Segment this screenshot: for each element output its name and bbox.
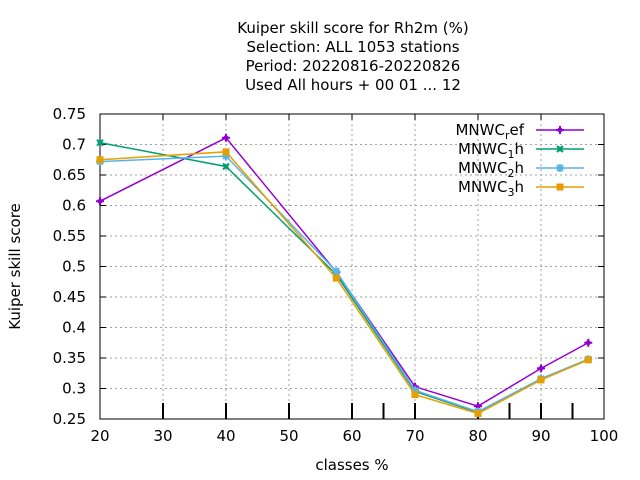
data-point [222, 162, 230, 171]
legend-item: MNWC1h [458, 140, 584, 161]
title-line-2: Selection: ALL 1053 stations [246, 38, 459, 56]
x-axis: 20 30 40 50 60 70 80 90 100 [90, 114, 618, 445]
data-point [556, 126, 564, 134]
chart-title: Kuiper skill score for Rh2m (%)Selection… [237, 19, 469, 94]
x-axis-label: classes % [315, 456, 388, 474]
y-tick-label: 0.4 [62, 319, 86, 337]
data-point [332, 267, 341, 276]
data-point [537, 376, 545, 384]
x-tick-label: 80 [468, 427, 487, 445]
x-tick-label: 60 [342, 427, 361, 445]
data-point [556, 145, 564, 153]
data-point [411, 391, 419, 399]
y-tick-label: 0.55 [53, 227, 86, 245]
data-point [537, 364, 545, 373]
series-group [96, 133, 593, 418]
bottom-tick-marks [162, 403, 574, 419]
y-axis: 0.25 0.3 0.35 0.4 0.45 0.5 0.55 0.6 0.65 0.7 0.75 [53, 105, 604, 428]
grid [100, 114, 604, 419]
x-tick-label: 90 [531, 427, 550, 445]
data-point [222, 148, 230, 156]
legend-label: MNWCref [455, 121, 524, 142]
x-tick-label: 100 [590, 427, 619, 445]
y-tick-label: 0.65 [53, 166, 86, 184]
y-tick-label: 0.3 [62, 380, 86, 398]
x-tick-label: 40 [216, 427, 235, 445]
series-MNWC_3h [96, 148, 592, 418]
y-tick-label: 0.45 [53, 288, 86, 306]
legend-item: MNWC3h [458, 178, 584, 199]
y-tick-label: 0.6 [62, 197, 86, 215]
data-point [474, 410, 482, 418]
y-tick-label: 0.7 [62, 136, 86, 154]
data-point [584, 356, 592, 364]
x-tick-label: 30 [153, 427, 172, 445]
legend-item: MNWCref [455, 121, 584, 142]
x-tick-label: 20 [90, 427, 109, 445]
title-line-3: Period: 20220816-20220826 [246, 57, 461, 75]
data-point [96, 156, 104, 164]
legend-label: MNWC2h [458, 159, 524, 180]
y-tick-label: 0.25 [53, 410, 86, 428]
data-point [222, 133, 230, 142]
title-line-4: Used All hours + 00 01 ... 12 [245, 76, 461, 94]
data-point [584, 338, 593, 347]
y-tick-label: 0.75 [53, 105, 86, 123]
data-point [556, 183, 564, 191]
x-tick-label: 70 [405, 427, 424, 445]
legend-label: MNWC3h [458, 178, 524, 199]
x-tick-label: 50 [279, 427, 298, 445]
y-tick-label: 0.5 [62, 258, 86, 276]
data-point [332, 274, 340, 282]
legend-label: MNWC1h [458, 140, 524, 161]
data-point [556, 164, 564, 172]
data-point [96, 138, 104, 147]
y-tick-label: 0.35 [53, 349, 86, 367]
title-line-1: Kuiper skill score for Rh2m (%) [237, 19, 469, 37]
legend-item: MNWC2h [458, 159, 584, 180]
y-axis-label: Kuiper skill score [6, 203, 24, 330]
data-point [96, 197, 104, 206]
